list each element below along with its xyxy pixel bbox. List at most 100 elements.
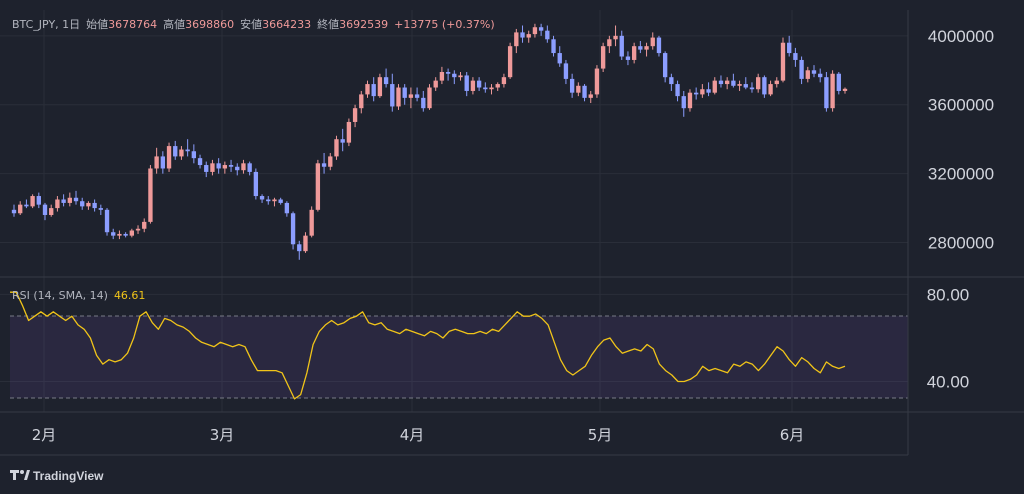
candle	[383, 68, 389, 88]
candle-body	[371, 84, 376, 97]
candle	[197, 154, 203, 169]
candle	[204, 161, 209, 178]
low-value: 3664233	[262, 18, 311, 31]
candle-body	[576, 85, 581, 93]
candle-body	[73, 197, 79, 202]
candle-body	[644, 46, 649, 50]
candle-body	[824, 77, 829, 109]
close-value: 3692539	[339, 18, 388, 31]
candle	[675, 80, 680, 102]
candle-body	[259, 196, 265, 200]
month-tick-label: 2月	[32, 426, 57, 444]
candle-body	[588, 94, 593, 98]
candle	[793, 47, 798, 67]
candle	[656, 35, 662, 57]
candle	[117, 230, 122, 240]
candle-body	[687, 92, 693, 109]
candle	[799, 56, 804, 85]
candle-body	[818, 73, 823, 78]
candle	[501, 73, 507, 88]
candle	[600, 42, 606, 73]
candle	[148, 165, 153, 224]
candle	[532, 23, 538, 38]
candle-body	[284, 202, 290, 214]
high-label: 高値	[163, 17, 185, 31]
candle-body	[811, 70, 817, 74]
candle-body	[675, 84, 680, 97]
candle	[42, 202, 48, 221]
candle-body	[98, 208, 103, 210]
candle	[644, 42, 649, 57]
candle-body	[272, 199, 277, 202]
candle-body	[793, 53, 798, 60]
candle-body	[241, 163, 246, 171]
candle-body	[836, 73, 841, 91]
candle	[334, 135, 339, 160]
candle	[483, 82, 488, 93]
candle	[321, 152, 327, 174]
candle	[414, 87, 420, 102]
candle	[836, 72, 841, 95]
candle-body	[619, 35, 624, 57]
open-label: 始値	[86, 17, 108, 31]
candle-body	[638, 46, 643, 50]
candle-body	[483, 87, 488, 90]
candle	[24, 199, 29, 209]
candle	[222, 161, 228, 174]
candle-body	[352, 108, 358, 122]
candle-body	[191, 151, 197, 159]
candle-body	[18, 204, 23, 214]
candle	[687, 89, 693, 112]
candle-body	[787, 42, 792, 54]
candle	[625, 51, 631, 66]
candle	[92, 199, 97, 212]
candle-body	[551, 39, 556, 54]
candle-body	[129, 230, 134, 236]
candle	[216, 158, 221, 174]
candle	[86, 201, 91, 210]
rsi-band	[10, 316, 908, 398]
candle	[408, 87, 414, 109]
candle-body	[340, 139, 345, 143]
candle-body	[768, 84, 773, 95]
candle-body	[402, 87, 407, 98]
separator: ,	[55, 18, 62, 31]
candle-body	[718, 80, 724, 85]
candle-body	[408, 94, 414, 98]
month-tick-label: 3月	[210, 426, 235, 444]
candle-body	[594, 68, 600, 95]
candle-body	[526, 34, 531, 38]
candle-body	[756, 77, 761, 90]
candle-body	[365, 84, 370, 95]
candle	[569, 73, 575, 98]
candle-body	[154, 156, 159, 169]
tradingview-logo[interactable]: TradingView	[10, 469, 104, 483]
candle-body	[433, 80, 438, 88]
candle	[359, 90, 364, 114]
rsi-axis-labels: 40.00 80.00	[927, 285, 970, 391]
candle-body	[749, 87, 755, 90]
candle	[191, 144, 197, 164]
candle-body	[731, 80, 736, 86]
candle-body	[780, 42, 786, 81]
candle-body	[830, 73, 835, 109]
price-tick-label: 3200000	[928, 165, 994, 184]
candle	[631, 42, 637, 64]
candle	[49, 204, 54, 217]
candle-body	[334, 139, 339, 157]
candle	[526, 30, 531, 43]
candle	[514, 28, 519, 54]
candle	[247, 161, 252, 176]
candle	[253, 168, 259, 200]
rsi-tick-label: 40.00	[927, 373, 970, 392]
candle-body	[600, 46, 606, 69]
candle-body	[712, 80, 717, 93]
candle	[706, 82, 711, 97]
change-value: +13775 (+0.37%)	[394, 18, 494, 31]
candle-body	[55, 199, 60, 209]
candle	[507, 42, 513, 79]
candle-body	[774, 80, 779, 85]
candle-body	[464, 75, 469, 91]
candle	[433, 77, 438, 91]
